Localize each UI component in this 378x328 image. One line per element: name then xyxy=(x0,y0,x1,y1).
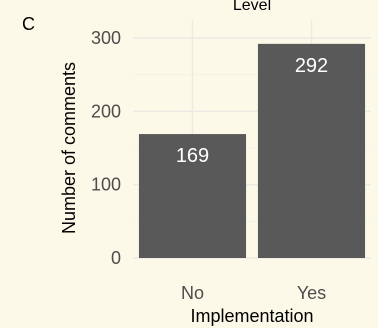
bar-value-labels: 169 292 xyxy=(176,55,328,167)
bar-yes xyxy=(257,43,366,258)
bar-no xyxy=(138,134,247,258)
y-axis-ticks: 0 100 200 300 xyxy=(91,28,121,268)
bar-value-label-yes: 292 xyxy=(295,55,328,77)
y-tick-label-200: 200 xyxy=(91,101,121,121)
x-tick-label-no: No xyxy=(181,283,204,303)
y-axis-title: Number of comments xyxy=(59,62,79,234)
x-tick-label-yes: Yes xyxy=(297,283,326,303)
bars xyxy=(138,43,366,258)
panel-tag: C xyxy=(22,14,35,34)
x-axis-ticks: No Yes xyxy=(181,283,326,303)
y-tick-label-100: 100 xyxy=(91,175,121,195)
x-axis-title: Implementation xyxy=(190,306,313,326)
bar-value-label-no: 169 xyxy=(176,145,209,167)
chart-title: Level xyxy=(233,0,271,14)
y-tick-label-0: 0 xyxy=(111,248,121,268)
y-tick-label-300: 300 xyxy=(91,28,121,48)
